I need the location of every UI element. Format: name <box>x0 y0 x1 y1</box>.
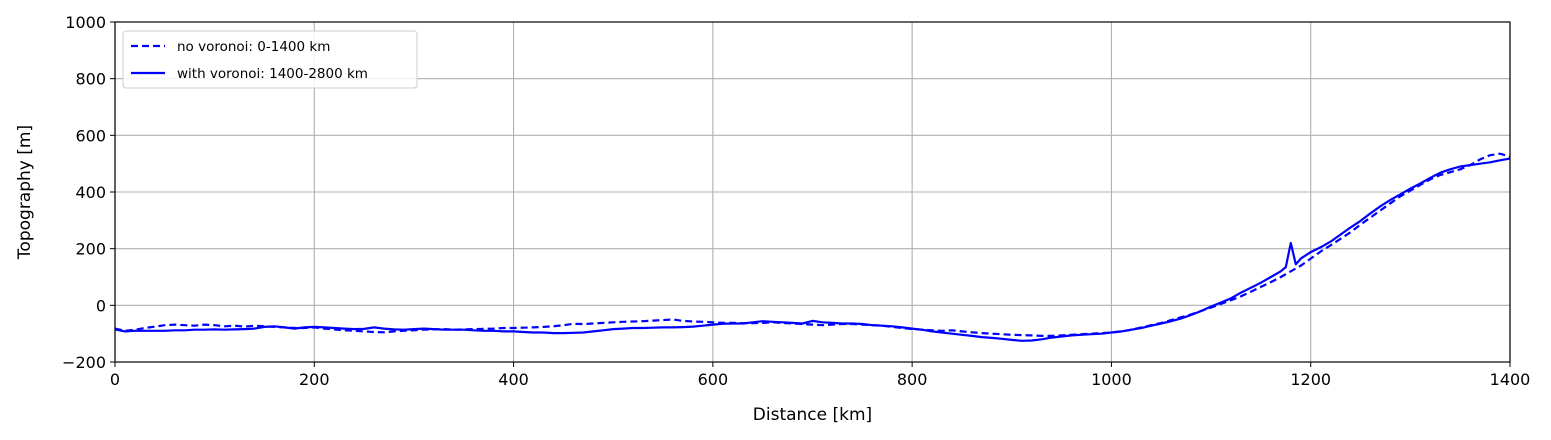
y-tick-label: 600 <box>75 126 106 145</box>
x-tick-label: 200 <box>299 370 330 389</box>
y-tick-label: 400 <box>75 183 106 202</box>
legend-label-with-voronoi: with voronoi: 1400-2800 km <box>177 66 368 82</box>
axis-ticks: 0 200 400 600 800 1000 1200 1400−20002004006008… <box>62 13 1530 389</box>
x-axis-label: Distance [km] <box>753 405 872 425</box>
y-tick-label: 1000 <box>65 13 106 32</box>
legend-label-no-voronoi: no voronoi: 0-1400 km <box>177 39 330 55</box>
series-line-no-voronoi <box>114 152 1511 337</box>
series-line-with-voronoi <box>114 157 1511 342</box>
y-tick-label: 200 <box>75 240 106 259</box>
legend: no voronoi: 0-1400 km with voronoi: 1400… <box>122 30 418 89</box>
series-layer <box>114 152 1511 342</box>
x-tick-label: 1400 <box>1490 370 1531 389</box>
x-tick-label: 600 <box>698 370 729 389</box>
x-tick-label: 1200 <box>1290 370 1331 389</box>
y-tick-label: 800 <box>75 70 106 89</box>
legend-box <box>122 30 418 89</box>
y-tick-label: 0 <box>96 296 106 315</box>
x-tick-label: 800 <box>897 370 928 389</box>
y-axis-label: Topography [m] <box>15 125 35 260</box>
x-tick-label: 400 <box>498 370 529 389</box>
x-tick-label: 0 <box>110 370 120 389</box>
y-tick-label: −200 <box>62 353 106 372</box>
x-tick-label: 1000 <box>1091 370 1132 389</box>
